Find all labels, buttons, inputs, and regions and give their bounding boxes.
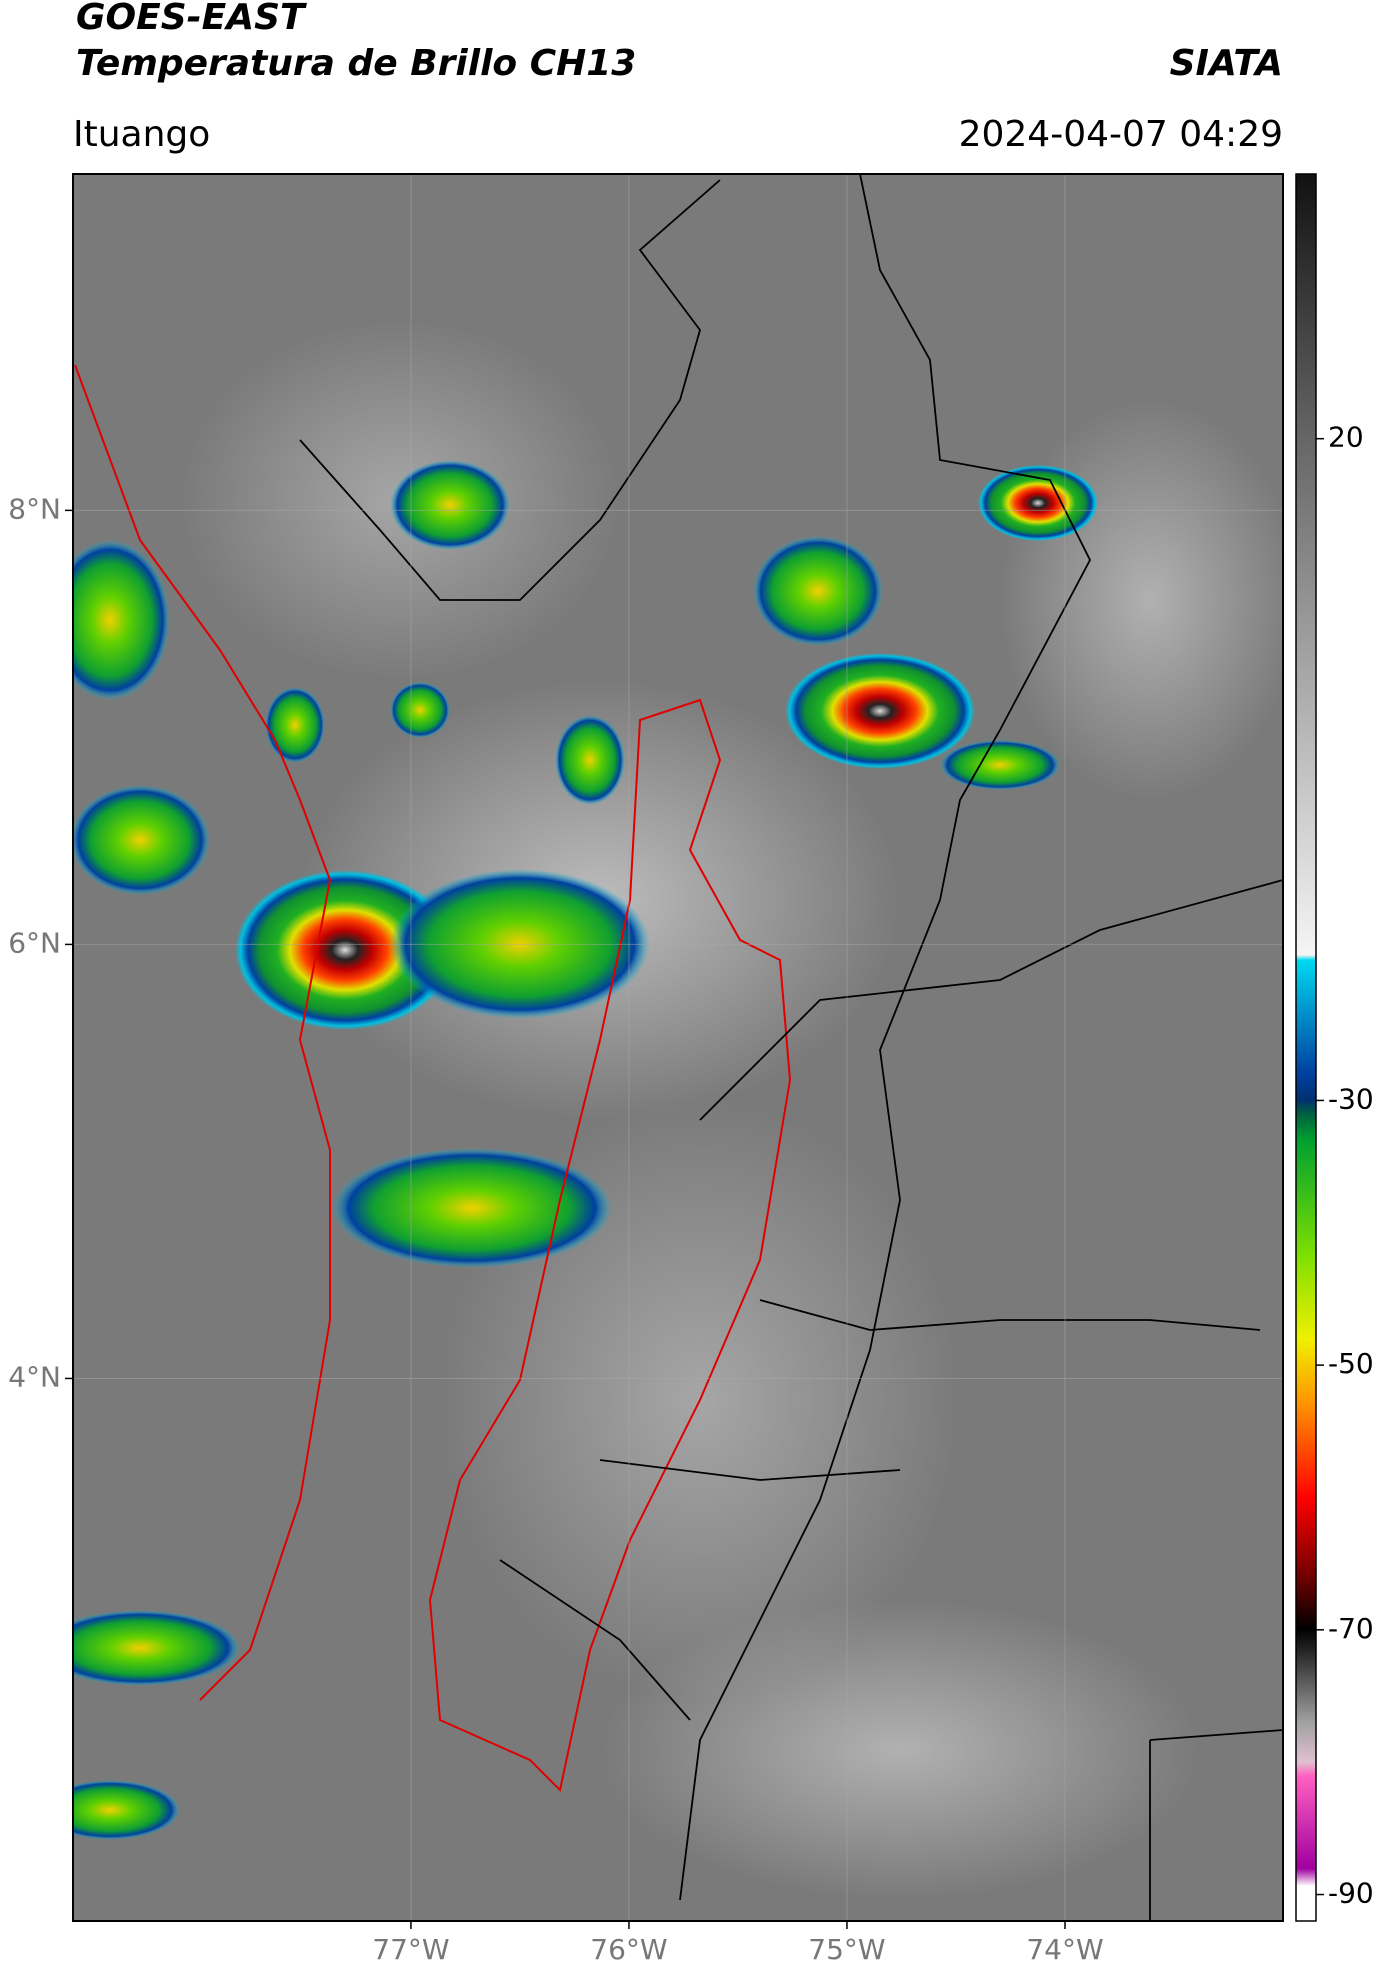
y-tick-label: 8°N bbox=[8, 492, 61, 525]
subtitle: Temperatura de Brillo CH13 bbox=[76, 43, 636, 84]
location: Ituango bbox=[73, 114, 210, 155]
y-tick-label: 4°N bbox=[8, 1360, 61, 1393]
colorbar-tick-label: -70 bbox=[1328, 1612, 1374, 1645]
colorbar-tick-label: -90 bbox=[1328, 1877, 1374, 1910]
source: SIATA bbox=[1170, 43, 1283, 84]
x-tick-label: 76°W bbox=[590, 1933, 667, 1966]
colorbar-tick-label: -30 bbox=[1328, 1082, 1374, 1115]
y-tick-label: 6°N bbox=[8, 926, 61, 959]
title: GOES-EAST bbox=[76, 0, 307, 38]
x-tick-label: 75°W bbox=[808, 1933, 885, 1966]
map-image bbox=[73, 174, 1283, 1921]
colorbar-tick-label: -50 bbox=[1328, 1347, 1374, 1380]
colorbar-tick-label: 20 bbox=[1328, 421, 1364, 454]
map-frame bbox=[72, 173, 1284, 1922]
timestamp: 2024-04-07 04:29 bbox=[959, 114, 1283, 155]
colorbar bbox=[1295, 173, 1317, 1922]
x-tick-label: 74°W bbox=[1026, 1933, 1103, 1966]
grid bbox=[73, 174, 1283, 1921]
x-tick-label: 77°W bbox=[372, 1933, 449, 1966]
